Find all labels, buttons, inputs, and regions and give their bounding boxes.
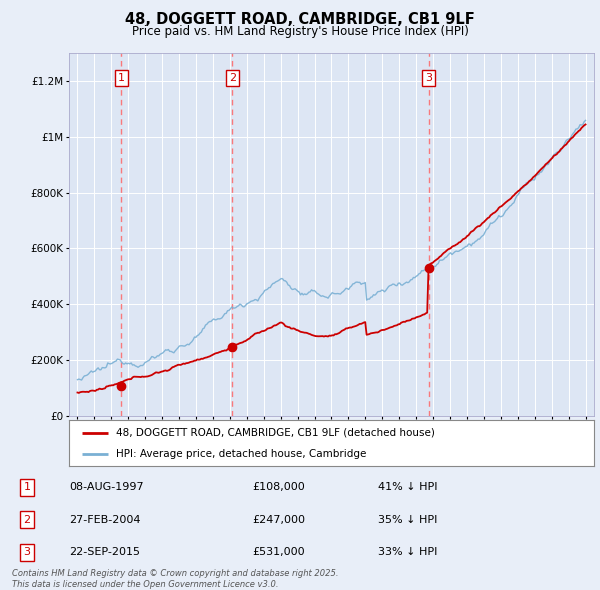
Text: 3: 3 [23,548,31,557]
Text: 2: 2 [229,73,236,83]
Text: 35% ↓ HPI: 35% ↓ HPI [378,515,437,525]
Text: Contains HM Land Registry data © Crown copyright and database right 2025.
This d: Contains HM Land Registry data © Crown c… [12,569,338,589]
Text: 1: 1 [118,73,125,83]
Text: 41% ↓ HPI: 41% ↓ HPI [378,483,437,492]
Text: £531,000: £531,000 [252,548,305,557]
Text: £108,000: £108,000 [252,483,305,492]
Text: 3: 3 [425,73,432,83]
Text: Price paid vs. HM Land Registry's House Price Index (HPI): Price paid vs. HM Land Registry's House … [131,25,469,38]
Text: 1: 1 [23,483,31,492]
Text: 48, DOGGETT ROAD, CAMBRIDGE, CB1 9LF (detached house): 48, DOGGETT ROAD, CAMBRIDGE, CB1 9LF (de… [116,428,435,438]
Text: 27-FEB-2004: 27-FEB-2004 [69,515,140,525]
Text: 33% ↓ HPI: 33% ↓ HPI [378,548,437,557]
Text: HPI: Average price, detached house, Cambridge: HPI: Average price, detached house, Camb… [116,448,367,458]
Text: 48, DOGGETT ROAD, CAMBRIDGE, CB1 9LF: 48, DOGGETT ROAD, CAMBRIDGE, CB1 9LF [125,12,475,27]
Text: £247,000: £247,000 [252,515,305,525]
Text: 22-SEP-2015: 22-SEP-2015 [69,548,140,557]
Text: 2: 2 [23,515,31,525]
Text: 08-AUG-1997: 08-AUG-1997 [69,483,143,492]
